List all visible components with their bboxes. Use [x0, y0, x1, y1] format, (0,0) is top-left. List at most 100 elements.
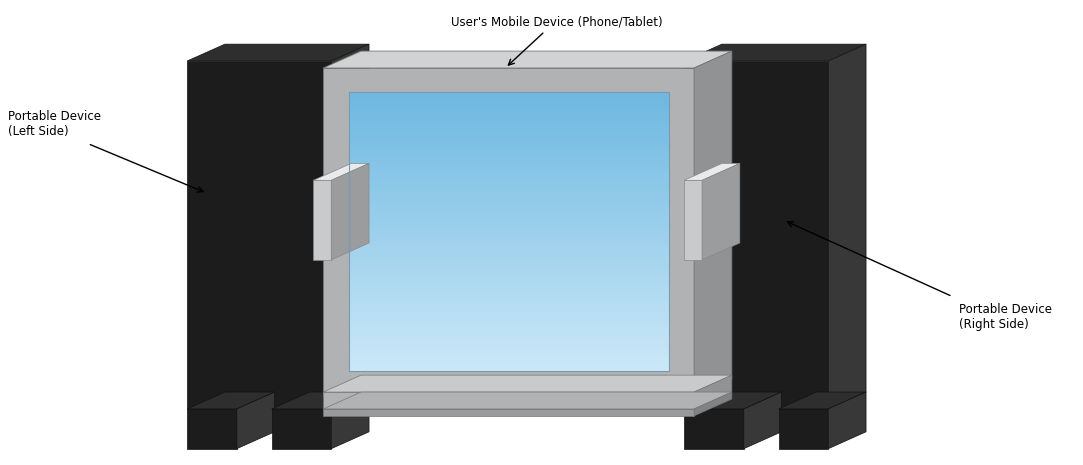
Polygon shape	[349, 343, 669, 347]
Polygon shape	[349, 214, 669, 218]
Polygon shape	[349, 312, 669, 315]
Polygon shape	[349, 364, 669, 368]
Polygon shape	[744, 392, 782, 449]
Polygon shape	[349, 197, 669, 200]
Polygon shape	[349, 218, 669, 221]
Polygon shape	[349, 225, 669, 228]
Polygon shape	[684, 180, 702, 260]
Polygon shape	[349, 284, 669, 287]
Polygon shape	[349, 242, 669, 246]
Polygon shape	[331, 44, 369, 409]
Polygon shape	[349, 368, 669, 371]
Polygon shape	[349, 336, 669, 340]
Polygon shape	[237, 392, 275, 449]
Polygon shape	[349, 294, 669, 298]
Polygon shape	[331, 163, 369, 260]
Polygon shape	[324, 409, 694, 416]
Polygon shape	[349, 200, 669, 204]
Polygon shape	[349, 259, 669, 263]
Polygon shape	[702, 163, 740, 260]
Polygon shape	[349, 263, 669, 266]
Text: Portable Device
(Left Side): Portable Device (Left Side)	[9, 110, 101, 138]
Polygon shape	[349, 266, 669, 270]
Polygon shape	[349, 102, 669, 106]
Polygon shape	[349, 301, 669, 305]
Polygon shape	[349, 326, 669, 329]
Polygon shape	[313, 180, 331, 260]
Polygon shape	[349, 270, 669, 273]
Polygon shape	[349, 221, 669, 225]
Polygon shape	[779, 392, 866, 409]
Polygon shape	[187, 44, 369, 61]
Polygon shape	[684, 61, 828, 409]
Polygon shape	[324, 51, 732, 68]
Polygon shape	[349, 232, 669, 235]
Polygon shape	[349, 246, 669, 249]
Polygon shape	[684, 409, 744, 449]
Polygon shape	[349, 113, 669, 116]
Polygon shape	[313, 163, 369, 180]
Polygon shape	[349, 130, 669, 134]
Polygon shape	[187, 409, 237, 449]
Polygon shape	[349, 280, 669, 284]
Polygon shape	[349, 315, 669, 319]
Polygon shape	[349, 319, 669, 322]
Polygon shape	[684, 44, 866, 61]
Polygon shape	[349, 144, 669, 148]
Polygon shape	[324, 392, 732, 409]
Polygon shape	[779, 409, 828, 449]
Polygon shape	[349, 169, 669, 172]
Polygon shape	[349, 92, 669, 95]
Polygon shape	[349, 354, 669, 357]
Polygon shape	[828, 392, 866, 449]
Polygon shape	[349, 186, 669, 190]
Polygon shape	[349, 228, 669, 232]
Polygon shape	[684, 392, 782, 409]
Polygon shape	[349, 347, 669, 350]
Polygon shape	[272, 392, 369, 409]
Polygon shape	[349, 179, 669, 183]
Polygon shape	[349, 273, 669, 277]
Polygon shape	[349, 165, 669, 169]
Polygon shape	[694, 392, 732, 416]
Polygon shape	[349, 252, 669, 256]
Polygon shape	[349, 183, 669, 186]
Polygon shape	[349, 256, 669, 259]
Polygon shape	[349, 106, 669, 109]
Polygon shape	[349, 287, 669, 291]
Polygon shape	[349, 99, 669, 102]
Polygon shape	[349, 172, 669, 176]
Polygon shape	[349, 109, 669, 113]
Polygon shape	[349, 249, 669, 252]
Polygon shape	[349, 277, 669, 280]
Polygon shape	[349, 207, 669, 211]
Polygon shape	[349, 134, 669, 137]
Polygon shape	[187, 61, 331, 409]
Polygon shape	[349, 123, 669, 127]
Polygon shape	[349, 193, 669, 197]
Polygon shape	[349, 158, 669, 162]
Polygon shape	[324, 375, 732, 392]
Polygon shape	[349, 291, 669, 294]
Polygon shape	[349, 95, 669, 99]
Polygon shape	[349, 239, 669, 242]
Polygon shape	[349, 127, 669, 130]
Polygon shape	[828, 44, 866, 409]
Polygon shape	[349, 298, 669, 301]
Polygon shape	[694, 51, 732, 396]
Polygon shape	[272, 409, 331, 449]
Polygon shape	[349, 333, 669, 336]
Polygon shape	[349, 120, 669, 123]
Polygon shape	[349, 148, 669, 151]
Polygon shape	[349, 151, 669, 155]
Polygon shape	[349, 235, 669, 239]
Polygon shape	[349, 305, 669, 308]
Polygon shape	[349, 361, 669, 364]
Text: Portable Device
(Right Side): Portable Device (Right Side)	[960, 303, 1053, 331]
Polygon shape	[349, 190, 669, 193]
Polygon shape	[349, 308, 669, 312]
Polygon shape	[684, 163, 740, 180]
Polygon shape	[349, 357, 669, 361]
Polygon shape	[324, 68, 694, 396]
Polygon shape	[694, 375, 732, 409]
